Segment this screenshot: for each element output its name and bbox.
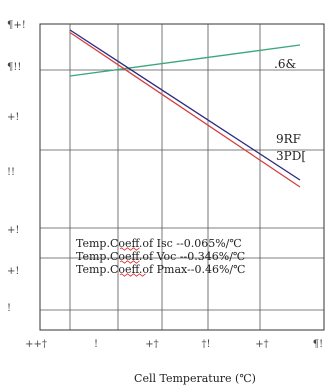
x-tick-label-0: ++† [25,339,47,350]
x-tick-label-3: †! [201,339,210,350]
x-tick-label-5: ¶! [313,339,323,350]
grid [39,23,325,331]
plot-frame [39,23,325,331]
y-tick-label-6: ! [7,303,11,314]
series-label-pmax: 3PD[ [276,149,306,163]
series-label-isc: .6& [274,57,296,71]
y-tick-label-2: +! [7,112,19,123]
x-tick-label-4: +† [255,339,268,350]
y-tick-label-4: +! [7,225,19,236]
coefficient-annotation-2: Temp.Coeff.of Pmax--0.46%/℃ [76,263,245,276]
series-labels: .6&9RF 3PD[ [274,57,306,163]
y-tick-label-0: ¶+! [7,20,26,31]
series-line-pmax [69,31,301,188]
spellcheck-underline-1 [119,260,140,264]
x-tick-label-2: +† [145,339,158,350]
series-line-isc [69,44,301,77]
y-tick-label-3: !! [7,167,15,178]
coefficient-annotations: Temp.Coeff.of Isc --0.065%/℃Temp.Coeff.o… [76,237,245,277]
coefficient-annotation-1: Temp.Coeff.of Voc --0.346%/℃ [76,250,245,263]
series-line-voc [69,29,301,181]
y-tick-label-5: +! [7,266,19,277]
series-lines [69,29,301,188]
series-label-voc: 9RF [276,132,301,146]
spellcheck-underline-2 [119,273,146,277]
x-tick-label-1: ! [94,339,98,350]
tick-labels: ++†! +† †! +† ¶! ¶+! ¶!! +!!! +! +!! [7,20,323,350]
spellcheck-underline-0 [119,247,140,251]
x-axis-label: Cell Temperature (℃) [134,372,256,385]
coefficient-annotation-0: Temp.Coeff.of Isc --0.065%/℃ [76,237,242,250]
y-tick-label-1: ¶!! [7,62,21,73]
